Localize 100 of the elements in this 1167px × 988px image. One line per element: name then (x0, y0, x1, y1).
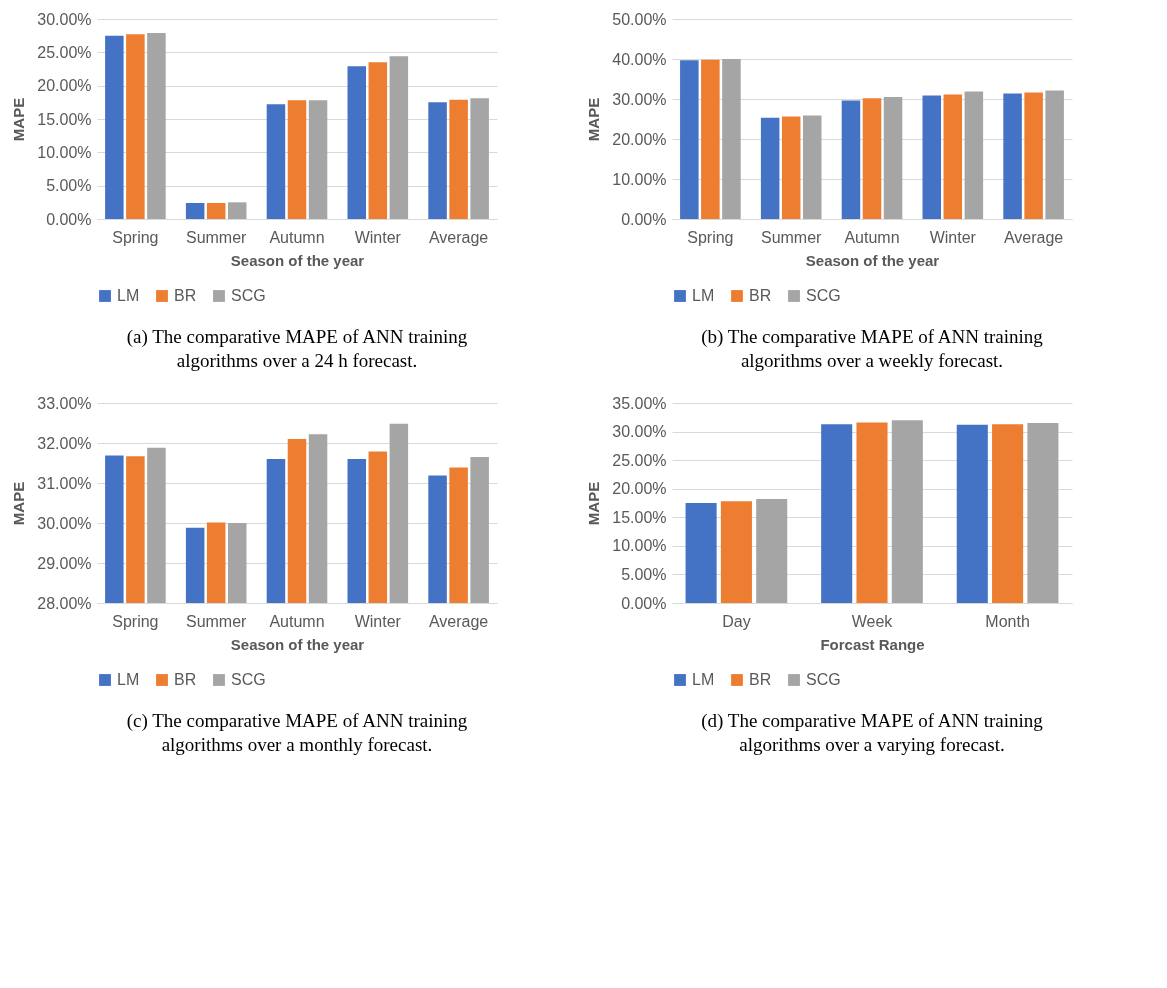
y-tick-label: 31.00% (37, 474, 92, 492)
bar (891, 420, 923, 603)
bar (308, 100, 328, 219)
bar (266, 104, 286, 219)
x-tick-label: Month (985, 612, 1030, 630)
x-tick-label: Winter (354, 612, 402, 630)
bar (992, 424, 1024, 603)
bar (1045, 90, 1064, 219)
y-tick-label: 50.00% (612, 10, 667, 28)
x-tick-label: Summer (185, 228, 248, 246)
legend-label: LM (692, 671, 715, 688)
x-tick-label: Average (428, 612, 489, 630)
x-tick-label: Spring (112, 612, 159, 630)
y-tick-label: 25.00% (612, 451, 667, 469)
bar (685, 503, 717, 603)
text: (b) The comparative MAPE of ANN training algorithms over a weekly forecast. (701, 326, 1044, 371)
bar (943, 94, 963, 219)
bar (105, 35, 124, 219)
bar (147, 33, 166, 219)
bar (1003, 93, 1022, 219)
x-axis-title: Forcast Range (820, 635, 925, 653)
bar (720, 501, 752, 603)
y-tick-label: 33.00% (37, 394, 92, 412)
y-tick-label: 20.00% (612, 480, 667, 498)
bar (227, 202, 247, 219)
text: (a) The comparative MAPE of ANN training algorithms over a 24 h forecast. (126, 326, 468, 371)
bar (722, 59, 741, 219)
x-axis-title: Season of the year (805, 251, 940, 269)
x-tick-label: Autumn (844, 228, 900, 246)
legend-label: BR (174, 287, 197, 304)
y-tick-label: 25.00% (37, 43, 92, 61)
legend-label: BR (749, 287, 772, 304)
legend-label: BR (749, 671, 772, 688)
legend-label: SCG (806, 671, 841, 688)
y-tick-label: 0.00% (621, 210, 667, 228)
bar (781, 116, 801, 219)
x-tick-label: Week (851, 612, 894, 630)
x-axis-title: Season of the year (230, 251, 365, 269)
bar (821, 424, 853, 603)
y-tick-label: 10.00% (612, 170, 667, 188)
bar (428, 102, 447, 219)
y-axis-title: MAPE (585, 97, 603, 142)
x-tick-label: Summer (185, 612, 248, 630)
x-tick-label: Summer (760, 228, 823, 246)
y-tick-label: 29.00% (37, 554, 92, 572)
x-tick-label: Autumn (269, 612, 325, 630)
x-tick-label: Day (722, 612, 751, 630)
y-axis-title: MAPE (10, 97, 28, 142)
bar (701, 59, 720, 219)
bar (368, 62, 388, 219)
x-tick-label: Average (1003, 228, 1064, 246)
y-tick-label: 20.00% (612, 130, 667, 148)
legend-label: SCG (806, 287, 841, 304)
legend-label: LM (117, 671, 140, 688)
x-tick-label: Average (428, 228, 489, 246)
x-tick-label: Autumn (269, 228, 325, 246)
bar (347, 66, 367, 219)
y-tick-label: 30.00% (612, 90, 667, 108)
bar (883, 97, 903, 219)
x-tick-label: Spring (687, 228, 734, 246)
legend-label: BR (174, 671, 197, 688)
y-tick-label: 35.00% (612, 394, 667, 412)
bar (862, 98, 882, 219)
bar (1024, 92, 1043, 219)
x-axis-title: Season of the year (230, 635, 365, 653)
text: (c) The comparative MAPE of ANN training algorithms over a monthly forecast. (126, 710, 468, 755)
bar (841, 100, 861, 219)
bar (964, 91, 984, 219)
bar (1027, 423, 1059, 603)
legend-label: LM (117, 287, 140, 304)
legend-label: LM (692, 287, 715, 304)
x-tick-label: Winter (929, 228, 977, 246)
bar (922, 95, 942, 219)
bar (856, 422, 888, 603)
legend-label: SCG (231, 671, 266, 688)
y-tick-label: 0.00% (46, 210, 92, 228)
bar (206, 203, 226, 219)
y-tick-label: 5.00% (46, 177, 92, 195)
y-tick-label: 15.00% (37, 110, 92, 128)
text: (d) The comparative MAPE of ANN training algorithms over a varying forecast. (701, 710, 1044, 755)
y-axis-title: MAPE (585, 481, 603, 526)
y-tick-label: 32.00% (37, 434, 92, 452)
y-tick-label: 10.00% (612, 537, 667, 555)
bar (956, 424, 988, 603)
y-tick-label: 28.00% (37, 594, 92, 612)
y-tick-label: 15.00% (612, 508, 667, 526)
y-axis-title: MAPE (10, 481, 28, 526)
bar (470, 98, 489, 219)
bar (756, 499, 788, 603)
y-tick-label: 0.00% (621, 594, 667, 612)
y-tick-label: 40.00% (612, 50, 667, 68)
bar (449, 99, 468, 219)
y-tick-label: 30.00% (612, 423, 667, 441)
y-tick-label: 30.00% (37, 514, 92, 532)
bar (185, 203, 205, 219)
bar (680, 60, 699, 219)
y-tick-label: 30.00% (37, 10, 92, 28)
bar (760, 117, 780, 219)
y-tick-label: 5.00% (621, 565, 667, 583)
bar (389, 56, 409, 219)
